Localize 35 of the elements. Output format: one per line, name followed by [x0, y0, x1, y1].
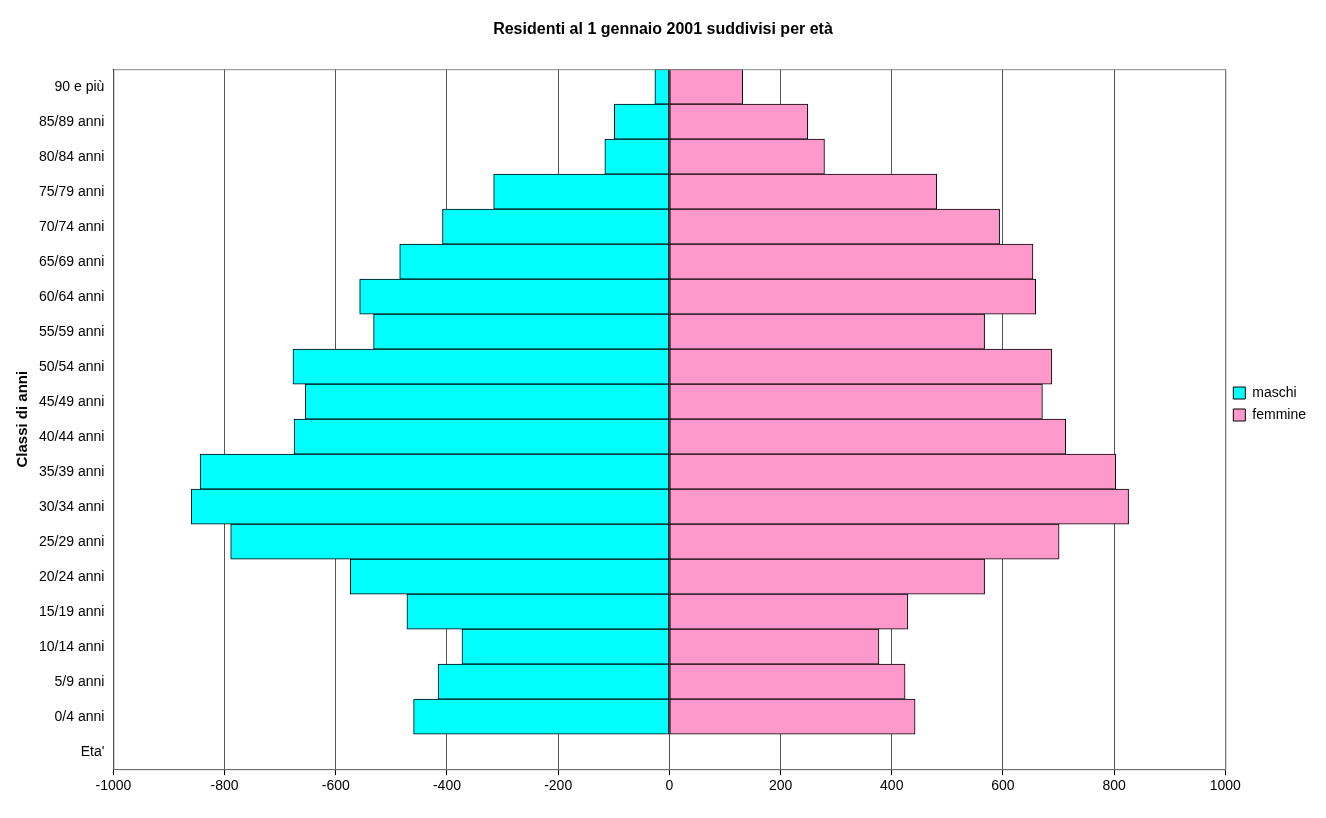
y-tick-label: 10/14 anni	[38, 637, 105, 654]
x-tick-label: 0	[665, 777, 674, 794]
chart-title: Residenti al 1 gennaio 2001 suddivisi per età	[493, 20, 833, 38]
y-tick-label: 5/9 anni	[54, 672, 105, 689]
y-tick-label: 25/29 anni	[38, 532, 105, 549]
y-tick-label: 60/64 anni	[38, 287, 105, 304]
x-tick-label: -600	[321, 777, 350, 794]
x-tick-label: 600	[991, 777, 1015, 794]
x-tick-label: -1000	[95, 777, 132, 794]
y-tick-label: 80/84 anni	[38, 147, 105, 164]
y-tick-label: Eta'	[80, 742, 105, 759]
y-tick-label: 50/54 anni	[38, 357, 105, 374]
y-tick-label: 90 e più	[54, 77, 105, 94]
y-tick-label: 85/89 anni	[38, 112, 105, 129]
y-tick-label: 15/19 anni	[38, 602, 105, 619]
y-axis-title: Classi di anni	[13, 370, 31, 468]
x-tick-label: 200	[768, 777, 793, 794]
y-tick-label: 35/39 anni	[38, 462, 105, 479]
y-tick-label: 20/24 anni	[38, 567, 105, 584]
y-tick-label: 40/44 anni	[38, 427, 105, 444]
legend-label: maschi	[1252, 383, 1297, 400]
y-tick-label: 65/69 anni	[38, 252, 105, 269]
y-tick-label: 75/79 anni	[38, 182, 105, 199]
x-tick-label: -200	[544, 777, 573, 794]
y-tick-label: 30/34 anni	[38, 497, 105, 514]
x-tick-label: -400	[432, 777, 462, 794]
x-tick-label: 1000	[1209, 777, 1242, 794]
x-tick-label: 400	[880, 777, 904, 794]
y-tick-label: 55/59 anni	[38, 322, 105, 339]
x-tick-label: 800	[1102, 777, 1127, 794]
y-tick-label: 0/4 anni	[54, 707, 105, 724]
y-tick-label: 70/74 anni	[38, 217, 105, 234]
y-tick-label: 45/49 anni	[38, 392, 105, 409]
legend-label: femmine	[1252, 405, 1307, 422]
x-tick-label: -800	[210, 777, 239, 794]
